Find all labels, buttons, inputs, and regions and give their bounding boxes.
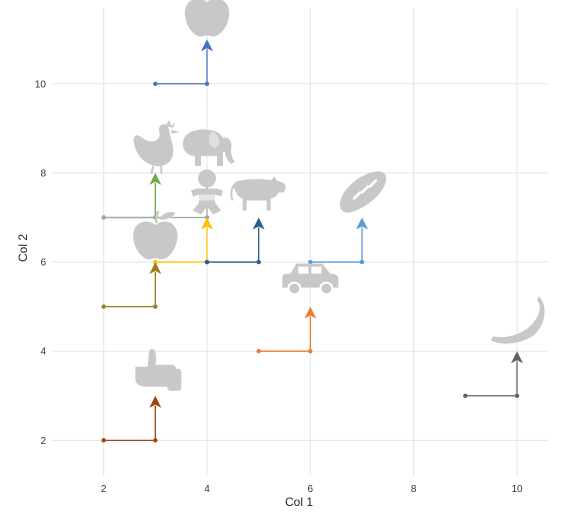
y-tick-label: 2	[40, 436, 46, 447]
start-point	[101, 438, 105, 442]
bread-icon	[340, 171, 386, 212]
banana-icon	[491, 296, 545, 343]
tick-labels: 2 4 6 8 10 2 4 6 8 10	[35, 79, 523, 495]
apple-body	[185, 0, 229, 37]
x-tick-label: 10	[511, 484, 523, 495]
x-tick-label: 4	[204, 484, 210, 495]
arrow-chicken	[101, 173, 161, 220]
arrow-cow	[205, 217, 265, 264]
arrow-bread	[308, 217, 368, 264]
arrow-thumbs-up	[101, 396, 161, 443]
arrow-path	[207, 227, 259, 262]
arrow-path	[465, 361, 517, 396]
start-point	[463, 394, 467, 398]
cow-body	[234, 176, 286, 210]
corner-point	[153, 304, 157, 308]
banana-fruit	[491, 296, 545, 343]
start-point	[101, 304, 105, 308]
car-window	[298, 267, 308, 274]
apple-icon	[133, 211, 177, 259]
car-wheel	[320, 283, 332, 295]
baby-diaper	[199, 194, 215, 200]
arrow-apple-mid	[101, 262, 161, 309]
y-tick-label: 6	[40, 258, 46, 269]
y-tick-label: 10	[35, 79, 47, 90]
start-point	[308, 260, 312, 264]
arrow-path	[104, 183, 156, 218]
start-point	[256, 349, 260, 353]
arrow-path	[310, 227, 362, 262]
apple-body	[133, 222, 177, 260]
elephant-icon	[183, 129, 235, 165]
icons	[133, 0, 544, 391]
arrow-banana	[463, 351, 523, 398]
apple-icon	[185, 0, 229, 37]
y-tick-label: 8	[40, 168, 46, 179]
arrow-apple-top	[153, 39, 213, 86]
cow-icon	[231, 176, 285, 210]
corner-point	[515, 394, 519, 398]
arrow-path	[104, 272, 156, 307]
start-point	[205, 260, 209, 264]
thumb-cuff	[167, 369, 181, 391]
arrow-car	[256, 307, 316, 354]
apple-leaf	[159, 212, 175, 220]
corner-point	[153, 438, 157, 442]
start-point	[101, 215, 105, 219]
arrow-path	[259, 317, 311, 352]
baby-head	[198, 169, 216, 187]
corner-point	[360, 260, 364, 264]
chicken-beak	[171, 130, 179, 134]
y-tick-label: 4	[40, 347, 46, 358]
cow-tail	[231, 184, 234, 200]
corner-point	[205, 82, 209, 86]
car-wheel	[288, 283, 300, 295]
arrow-path	[104, 406, 156, 441]
chicken-icon	[133, 120, 179, 174]
start-point	[153, 82, 157, 86]
x-tick-label: 8	[411, 484, 417, 495]
elephant-body	[183, 129, 235, 165]
x-tick-label: 6	[308, 484, 314, 495]
thumbs-up-icon	[135, 349, 181, 391]
car-window	[311, 267, 321, 274]
arrow-path	[155, 49, 207, 84]
corner-point	[308, 349, 312, 353]
grid	[52, 8, 548, 476]
y-axis-label: Col 2	[16, 234, 30, 262]
x-axis-label: Col 1	[285, 495, 313, 509]
x-tick-label: 2	[101, 484, 107, 495]
corner-point	[256, 260, 260, 264]
chicken-body	[133, 124, 173, 166]
